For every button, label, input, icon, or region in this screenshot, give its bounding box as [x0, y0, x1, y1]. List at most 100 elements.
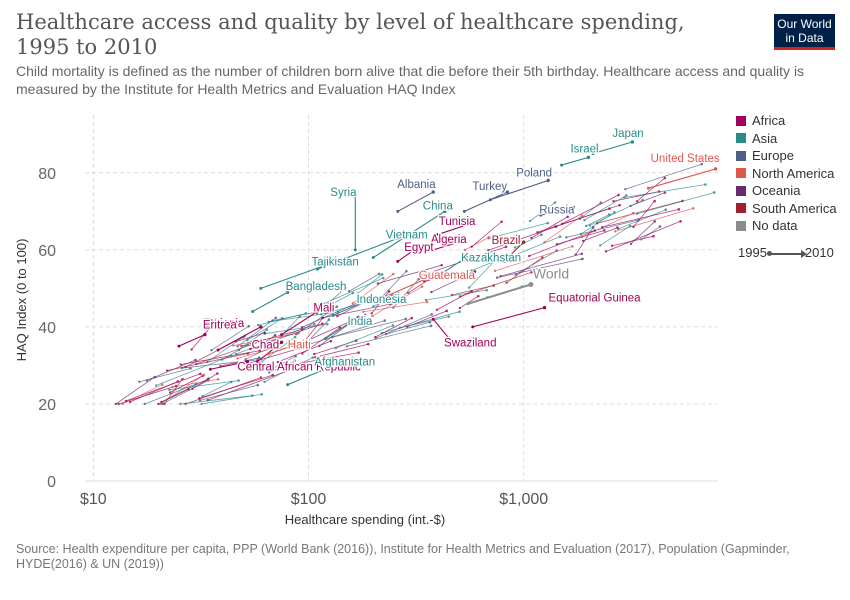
country-label[interactable]: Mali — [312, 301, 336, 316]
country-start-point[interactable] — [353, 248, 357, 252]
country-label[interactable]: Tajikistan — [310, 255, 360, 270]
country-label[interactable]: Tunisia — [438, 215, 478, 230]
country-line[interactable] — [467, 283, 532, 305]
legend-item[interactable]: Asia — [736, 130, 837, 148]
country-label[interactable]: Indonesia — [355, 293, 408, 308]
country-line[interactable] — [397, 191, 434, 212]
country-start-point[interactable] — [371, 256, 375, 260]
country-start-point[interactable] — [280, 333, 284, 337]
country-end-point[interactable] — [302, 340, 306, 345]
country-end-point[interactable] — [571, 205, 575, 210]
country-end-point[interactable] — [315, 309, 320, 314]
country-line[interactable] — [540, 206, 574, 216]
country-label[interactable]: Eritrea — [202, 318, 239, 333]
country-label[interactable]: Central African Republic — [236, 360, 362, 375]
country-label[interactable]: Egypt — [403, 241, 436, 256]
owid-logo[interactable]: Our World in Data — [774, 14, 835, 50]
country-line[interactable] — [252, 291, 288, 312]
country-start-point[interactable] — [591, 152, 595, 156]
country-start-point[interactable] — [466, 302, 470, 306]
country-line[interactable] — [648, 168, 716, 189]
country-end-point[interactable] — [429, 275, 433, 279]
country-end-point[interactable] — [259, 325, 263, 329]
country-start-point[interactable] — [251, 309, 255, 313]
country-start-point[interactable] — [331, 313, 335, 317]
country-line[interactable] — [325, 322, 350, 339]
country-end-point[interactable] — [630, 140, 635, 144]
country-line[interactable] — [178, 334, 206, 347]
country-start-point[interactable] — [396, 259, 400, 263]
country-start-point[interactable] — [539, 213, 543, 217]
country-start-point[interactable] — [256, 360, 260, 364]
country-start-point[interactable] — [286, 383, 290, 387]
country-label[interactable]: Japan — [611, 127, 645, 142]
country-line[interactable] — [257, 341, 282, 362]
legend-item[interactable]: No data — [736, 217, 837, 235]
country-label[interactable]: Algeria — [430, 233, 469, 248]
country-label[interactable]: World — [532, 264, 571, 283]
legend-item[interactable]: Africa — [736, 112, 837, 130]
country-end-point[interactable] — [353, 194, 358, 198]
country-start-point[interactable] — [462, 209, 466, 213]
country-label[interactable]: Haiti — [286, 338, 312, 353]
country-line[interactable] — [442, 257, 467, 274]
country-start-point[interactable] — [436, 232, 440, 236]
country-start-point[interactable] — [259, 286, 263, 290]
country-line[interactable] — [217, 326, 262, 351]
country-line[interactable] — [490, 179, 549, 201]
country-end-point[interactable] — [457, 240, 461, 244]
country-label[interactable]: Poland — [515, 166, 553, 181]
country-line[interactable] — [464, 191, 508, 212]
country-end-point[interactable] — [396, 236, 400, 240]
country-line[interactable] — [268, 341, 304, 355]
legend-item[interactable]: South America — [736, 200, 837, 218]
country-label[interactable]: Vietnam — [385, 228, 429, 243]
country-label[interactable]: Swaziland — [443, 336, 498, 351]
country-label[interactable]: China — [422, 199, 455, 214]
country-label[interactable]: Turkey — [471, 180, 508, 195]
country-end-point[interactable] — [323, 263, 328, 267]
country-start-point[interactable] — [384, 294, 388, 298]
country-start-point[interactable] — [646, 186, 650, 190]
country-line[interactable] — [372, 210, 446, 259]
country-end-point[interactable] — [586, 155, 591, 160]
country-end-point[interactable] — [471, 221, 475, 225]
legend-item[interactable]: Oceania — [736, 182, 837, 200]
country-line[interactable] — [281, 311, 318, 336]
country-end-point[interactable] — [443, 209, 447, 214]
country-label[interactable]: Bangladesh — [284, 280, 347, 295]
country-start-point[interactable] — [431, 248, 435, 252]
country-end-point[interactable] — [412, 248, 416, 252]
country-start-point[interactable] — [560, 163, 564, 167]
country-end-point[interactable] — [447, 336, 451, 341]
country-label[interactable]: Afghanistan — [313, 355, 376, 370]
country-line[interactable] — [260, 264, 326, 289]
country-end-point[interactable] — [546, 178, 550, 183]
country-end-point[interactable] — [505, 190, 510, 194]
country-end-point[interactable] — [713, 167, 718, 171]
country-line[interactable] — [210, 361, 248, 370]
country-label[interactable]: Russia — [538, 203, 576, 218]
country-end-point[interactable] — [542, 305, 547, 310]
country-end-point[interactable] — [464, 255, 468, 260]
country-end-point[interactable] — [366, 298, 371, 302]
country-end-point[interactable] — [521, 240, 526, 244]
country-line[interactable] — [561, 156, 589, 166]
legend-item[interactable]: North America — [736, 165, 837, 183]
country-start-point[interactable] — [471, 325, 475, 329]
country-line[interactable] — [397, 249, 415, 262]
country-start-point[interactable] — [266, 352, 270, 356]
country-start-point[interactable] — [177, 344, 181, 348]
country-line[interactable] — [287, 357, 353, 386]
country-line[interactable] — [592, 141, 633, 155]
country-end-point[interactable] — [431, 190, 435, 194]
country-end-point[interactable] — [285, 290, 290, 294]
country-label[interactable]: Chad — [250, 338, 280, 353]
country-start-point[interactable] — [216, 348, 220, 352]
country-label[interactable]: Ethiopia — [202, 317, 247, 332]
country-label[interactable]: Albania — [396, 178, 437, 193]
country-start-point[interactable] — [441, 271, 445, 275]
country-end-point[interactable] — [279, 340, 284, 345]
country-line[interactable] — [472, 307, 545, 328]
legend-item[interactable]: Europe — [736, 147, 837, 165]
